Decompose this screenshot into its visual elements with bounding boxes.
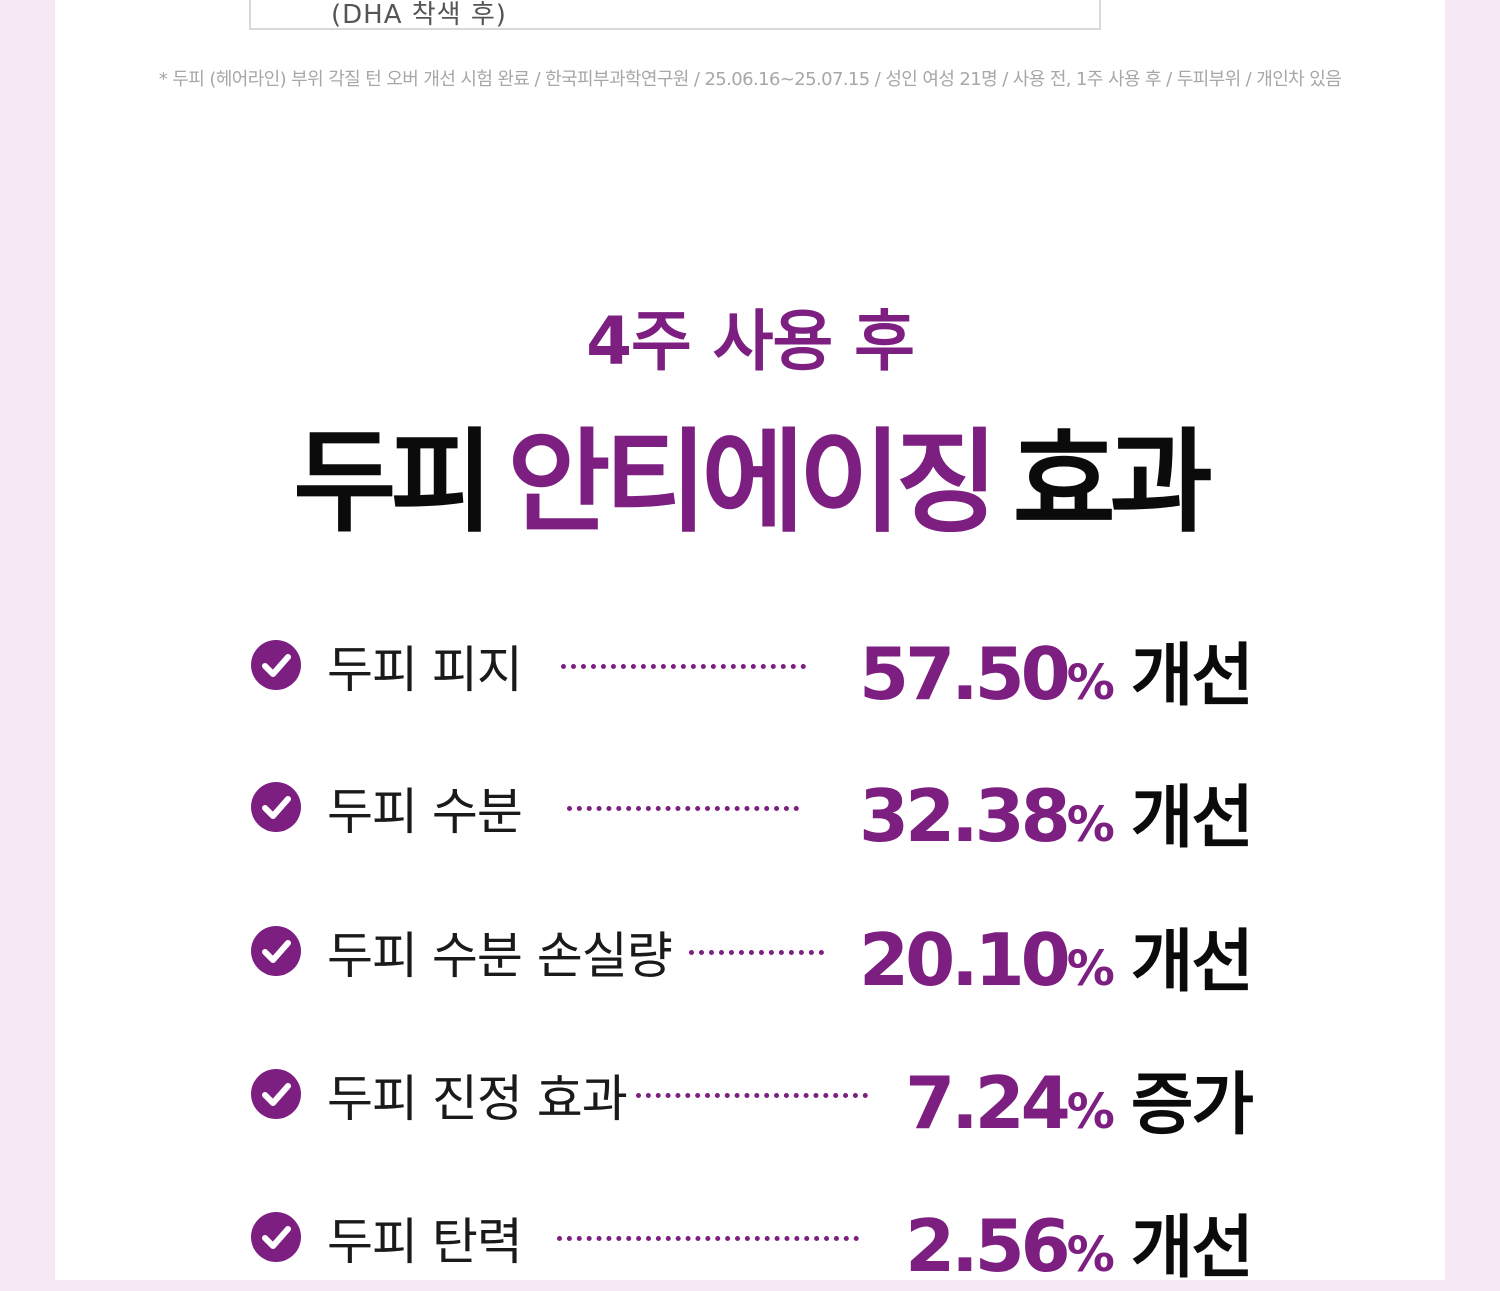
effect-label: 두피 피지 — [327, 641, 523, 699]
check-icon — [251, 1212, 301, 1262]
effect-number: 32.38 — [859, 774, 1071, 858]
effect-verb: 증가 — [1130, 1066, 1254, 1145]
section-subtitle: 4주 사용 후 — [586, 303, 915, 380]
section-title: 두피 안티에이징 효과 — [55, 392, 1445, 554]
effect-row: 두피 피지 57.50% 개선 — [55, 620, 1445, 716]
image-caption: (DHA 착색 후) — [331, 0, 507, 30]
effect-verb: 개선 — [1130, 923, 1254, 1002]
effect-row: 두피 수분 손실량 20.10% 개선 — [55, 906, 1445, 1002]
check-icon — [251, 782, 301, 832]
effect-row: 두피 탄력 2.56% 개선 — [55, 1192, 1445, 1288]
effect-row: 두피 수분 32.38% 개선 — [55, 762, 1445, 858]
effect-unit: % — [1066, 1227, 1115, 1283]
test-footnote: * 두피 (헤어라인) 부위 각질 턴 오버 개선 시험 완료 / 한국피부과학… — [158, 69, 1342, 90]
dotted-leader — [689, 950, 824, 955]
effect-number: 57.50 — [859, 632, 1071, 716]
check-icon — [251, 640, 301, 690]
effect-value: 57.50% 개선 — [859, 620, 1254, 719]
effect-value: 20.10% 개선 — [859, 906, 1254, 1005]
effect-unit: % — [1066, 1084, 1115, 1140]
title-prefix: 두피 — [293, 418, 493, 548]
effect-label: 두피 진정 효과 — [327, 1070, 628, 1128]
effect-value: 32.38% 개선 — [859, 762, 1254, 861]
effect-number: 7.24 — [905, 1061, 1071, 1145]
dotted-leader — [561, 664, 806, 669]
effect-number: 20.10 — [859, 918, 1071, 1002]
dotted-leader — [567, 806, 799, 811]
effect-label: 두피 수분 손실량 — [327, 927, 673, 985]
effect-value: 7.24% 증가 — [905, 1049, 1254, 1148]
dotted-leader — [636, 1093, 868, 1098]
title-suffix: 효과 — [1012, 418, 1213, 548]
effect-value: 2.56% 개선 — [905, 1192, 1254, 1291]
effect-verb: 개선 — [1130, 637, 1254, 716]
before-after-image-frame — [249, 0, 1101, 30]
content-page: (DHA 착색 후) * 두피 (헤어라인) 부위 각질 턴 오버 개선 시험 … — [55, 0, 1445, 1288]
effect-unit: % — [1066, 797, 1115, 853]
dotted-leader — [557, 1236, 859, 1241]
effect-row: 두피 진정 효과 7.24% 증가 — [55, 1049, 1445, 1145]
effect-label: 두피 탄력 — [327, 1213, 523, 1271]
check-icon — [251, 1069, 301, 1119]
effect-label: 두피 수분 — [327, 783, 523, 841]
effect-verb: 개선 — [1130, 779, 1254, 858]
effect-unit: % — [1066, 941, 1115, 997]
check-icon — [251, 926, 301, 976]
effects-list: 두피 피지 57.50% 개선 두피 수분 32.38% 개선 두피 수분 손실량 — [55, 0, 1445, 1288]
effect-verb: 개선 — [1130, 1209, 1254, 1288]
effect-unit: % — [1066, 655, 1115, 711]
effect-number: 2.56 — [905, 1204, 1071, 1288]
title-highlight: 안티에이징 — [507, 418, 998, 548]
